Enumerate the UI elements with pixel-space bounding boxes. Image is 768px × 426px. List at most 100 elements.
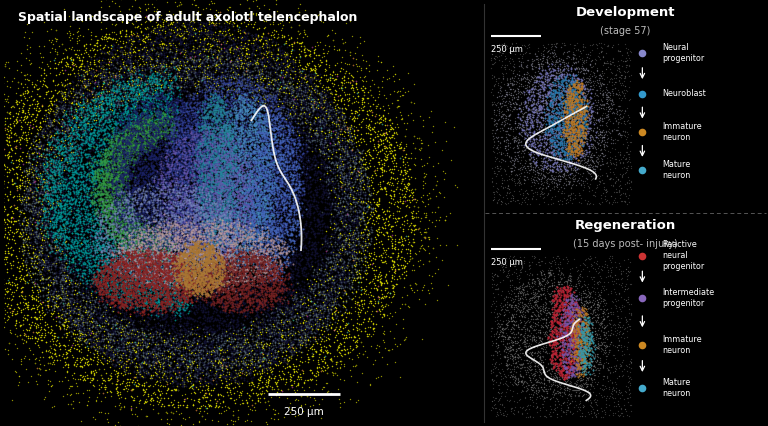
Point (269, 264, 281, 271)
Point (181, 189, 194, 196)
Point (333, 233, 345, 240)
Point (185, 372, 197, 379)
Point (190, 248, 203, 255)
Point (85, 196, 98, 203)
Point (237, 358, 250, 365)
Point (553, 374, 565, 381)
Point (157, 128, 170, 135)
Point (551, 76, 563, 83)
Point (170, 372, 182, 379)
Point (301, 308, 313, 314)
Point (149, 263, 161, 270)
Point (220, 210, 233, 217)
Point (584, 370, 596, 377)
Point (245, 239, 257, 246)
Point (303, 175, 316, 181)
Point (568, 296, 581, 303)
Point (91, 178, 103, 185)
Point (230, 172, 242, 178)
Point (188, 297, 200, 304)
Point (76, 320, 88, 327)
Point (135, 278, 147, 285)
Point (265, 164, 277, 171)
Point (72, 306, 84, 313)
Point (174, 120, 186, 127)
Point (517, 119, 529, 126)
Point (313, 291, 325, 298)
Point (250, 226, 263, 233)
Point (232, 278, 244, 285)
Point (529, 165, 541, 172)
Point (244, 138, 257, 145)
Point (168, 163, 180, 170)
Point (359, 225, 372, 232)
Point (45, 198, 58, 204)
Point (242, 149, 254, 155)
Point (246, 232, 258, 239)
Point (343, 255, 356, 262)
Point (612, 401, 624, 408)
Point (72, 72, 84, 79)
Point (270, 71, 282, 78)
Point (166, 159, 178, 166)
Point (341, 209, 353, 216)
Point (230, 132, 242, 138)
Point (594, 130, 607, 137)
Point (92, 290, 104, 297)
Point (523, 141, 535, 147)
Point (84, 80, 96, 86)
Point (338, 177, 350, 184)
Point (190, 241, 203, 248)
Point (194, 250, 206, 256)
Point (247, 350, 260, 357)
Point (274, 152, 286, 158)
Point (266, 225, 279, 231)
Point (170, 22, 183, 29)
Point (255, 341, 267, 348)
Point (167, 242, 179, 248)
Point (199, 303, 211, 310)
Point (144, 153, 157, 160)
Point (570, 317, 582, 324)
Point (188, 241, 200, 248)
Point (117, 171, 129, 178)
Point (253, 180, 265, 187)
Point (66, 229, 78, 236)
Point (170, 25, 183, 32)
Point (92, 278, 104, 285)
Point (146, 233, 158, 239)
Point (210, 256, 223, 262)
Point (560, 167, 572, 174)
Point (257, 162, 270, 169)
Point (121, 115, 133, 121)
Point (185, 131, 197, 138)
Point (230, 71, 243, 78)
Point (222, 156, 234, 163)
Point (110, 289, 122, 296)
Point (102, 172, 114, 179)
Point (147, 245, 159, 251)
Point (45, 291, 58, 297)
Point (166, 256, 178, 262)
Point (60, 233, 72, 240)
Point (144, 242, 157, 248)
Point (240, 252, 253, 259)
Point (161, 220, 173, 227)
Point (217, 276, 229, 283)
Point (101, 255, 114, 262)
Point (157, 115, 169, 121)
Point (103, 185, 115, 192)
Point (571, 307, 584, 314)
Point (261, 162, 273, 169)
Point (525, 161, 537, 168)
Point (564, 115, 576, 122)
Point (29, 198, 41, 205)
Point (139, 133, 151, 140)
Point (579, 363, 591, 370)
Point (196, 179, 208, 186)
Point (111, 264, 123, 271)
Point (172, 344, 184, 351)
Point (156, 349, 168, 356)
Point (248, 173, 260, 179)
Point (138, 247, 151, 253)
